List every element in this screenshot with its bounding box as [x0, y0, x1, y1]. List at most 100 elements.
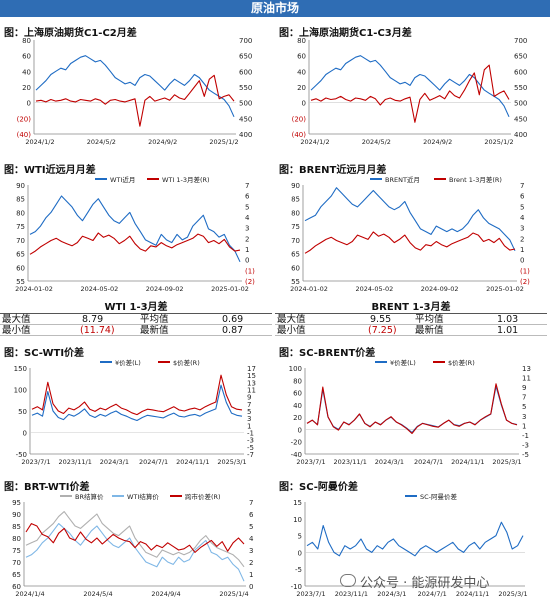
y-left-tick-label: 70 [12, 559, 21, 567]
chart-title-6: 图：BRT-WTI价差 [4, 482, 90, 493]
y-right-tick-label: 7 [245, 182, 249, 190]
y-left-tick-label: (40) [17, 131, 32, 139]
y-right-tick-label: (2) [520, 278, 530, 286]
x-tick-label: 2025/3/1 [498, 590, 527, 598]
legend-label: BR结算价 [75, 492, 104, 501]
chart-title-2: 图：WTI近远月月差 [4, 165, 96, 176]
chart-sc-wti: -50050100150-7-5-3-113579111315172023/7/… [14, 358, 256, 466]
x-tick-label: 2023/11/1 [335, 590, 368, 598]
y-left-tick-label: 60 [293, 390, 302, 398]
y-left-tick-label: 80 [12, 535, 21, 543]
y-right-tick-label: 4 [249, 535, 254, 543]
y-left-tick-label: 10 [293, 516, 302, 524]
x-tick-label: 2024/11/1 [456, 590, 489, 598]
y-right-tick-label: -5 [522, 451, 529, 459]
series-line-1 [306, 383, 518, 435]
y-right-tick-label: 3 [245, 225, 249, 233]
y-right-tick-label: -3 [522, 441, 529, 449]
series-line-0 [35, 55, 235, 118]
y-left-tick-label: 40 [293, 402, 302, 410]
y-right-tick-label: 700 [514, 37, 527, 45]
series-line-2 [25, 523, 245, 553]
y-right-tick-label: 5 [247, 408, 251, 416]
legend-label: BRENT近月 [385, 175, 420, 184]
chart-title-4: 图：SC-WTI价差 [4, 348, 85, 359]
y-left-tick-label: -20 [291, 439, 302, 447]
x-tick-label: 2024-05-02 [355, 285, 393, 293]
y-right-tick-label: 6 [249, 511, 254, 519]
series-line-0 [31, 384, 243, 422]
series-line-1 [35, 74, 235, 127]
y-left-tick-label: -5 [295, 566, 302, 574]
y-left-tick-label: 80 [16, 209, 25, 217]
chart-sc-oman: -10 -5 0 5 10 15 2023/7/1 2023/11/1 2024/3/1 2024… [291, 492, 528, 598]
y-right-tick-label: -3 [247, 437, 254, 445]
y-right-tick-label: 500 [514, 100, 527, 108]
y-right-tick-label: 17 [247, 365, 256, 373]
y-left-tick-label: 70 [16, 237, 25, 245]
y-right-tick-label: -5 [247, 444, 254, 452]
y-left-tick-label: 80 [22, 37, 31, 45]
stats-row: 最小值 (7.25) 最新值 1.01 [275, 325, 547, 336]
x-tick-label: 2023/11/1 [334, 458, 367, 466]
y-left-tick-label: 65 [291, 251, 300, 259]
x-tick-label: 2023/7/1 [296, 458, 325, 466]
series-line-1 [304, 231, 516, 254]
stats-value: 8.79 [82, 314, 104, 325]
y-right-tick-label: 0 [249, 583, 253, 591]
x-tick-label: 2024/9/2 [148, 138, 177, 146]
x-tick-label: 2024/5/2 [362, 138, 391, 146]
y-left-tick-label: 75 [291, 223, 300, 231]
stats-label: 最大值 [2, 314, 31, 325]
y-right-tick-label: 4 [520, 214, 525, 222]
y-left-tick-label: 40 [297, 68, 306, 76]
y-left-tick-label: 15 [293, 499, 302, 507]
stats-row: 最小值 (11.74) 最新值 0.87 [0, 325, 272, 336]
y-right-tick-label: 650 [514, 53, 527, 61]
chart-title-1: 图：上海原油期货C1-C3月差 [279, 28, 412, 39]
x-tick-label: 2024/7/1 [139, 458, 168, 466]
y-left-tick-label: 40 [22, 68, 31, 76]
x-tick-label: 2025/3/1 [217, 458, 246, 466]
y-left-tick-label: 80 [297, 37, 306, 45]
x-tick-label: 2025/1/2 [484, 138, 513, 146]
x-tick-label: 2024/9/2 [423, 138, 452, 146]
y-left-tick-label: 80 [291, 209, 300, 217]
x-tick-label: 2024/7/1 [414, 458, 443, 466]
y-right-tick-label: 9 [522, 384, 526, 392]
y-left-tick-label: 60 [16, 264, 25, 272]
series-line-1 [31, 374, 243, 416]
series-line-0 [29, 195, 241, 263]
y-left-tick-label: (40) [292, 131, 307, 139]
y-right-tick-label: -1 [247, 430, 254, 438]
y-right-tick-label: 450 [239, 115, 252, 123]
chart-title-0: 图：上海原油期货C1-C2月差 [4, 28, 137, 39]
y-right-tick-label: 1 [522, 422, 526, 430]
legend-label: WTI近月 [110, 175, 135, 184]
y-left-tick-label: 20 [297, 84, 306, 92]
y-left-tick-label: 150 [14, 365, 27, 373]
series-line-1 [29, 232, 241, 255]
y-left-tick-label: (20) [292, 115, 307, 123]
x-tick-label: 2024-01-02 [290, 285, 328, 293]
chart-title-5: 图：SC-BRENT价差 [279, 348, 376, 359]
page-banner: 原油市场 [0, 0, 550, 17]
x-tick-label: 2024-05-02 [80, 285, 118, 293]
y-left-tick-label: 90 [16, 182, 25, 190]
y-right-tick-label: 400 [514, 131, 527, 139]
y-right-tick-label: (2) [245, 278, 255, 286]
x-tick-label: 2024/11/1 [451, 458, 484, 466]
y-right-tick-label: 6 [245, 193, 250, 201]
y-right-tick-label: 3 [520, 225, 524, 233]
y-left-tick-label: 70 [291, 237, 300, 245]
chart-sc-brent: -40-20020406080100-5-3-11357911132023/7/… [289, 358, 531, 466]
x-tick-label: 2025/1/2 [209, 138, 238, 146]
y-left-tick-label: 20 [22, 84, 31, 92]
chart-title-7: 图：SC-阿曼价差 [279, 482, 358, 493]
legend-label: $价差(R) [173, 358, 200, 367]
y-right-tick-label: 600 [239, 68, 252, 76]
y-left-tick-label: 100 [14, 387, 27, 395]
y-right-tick-label: 9 [247, 394, 251, 402]
stats-value: (7.25) [368, 325, 397, 336]
y-left-tick-label: 60 [291, 264, 300, 272]
